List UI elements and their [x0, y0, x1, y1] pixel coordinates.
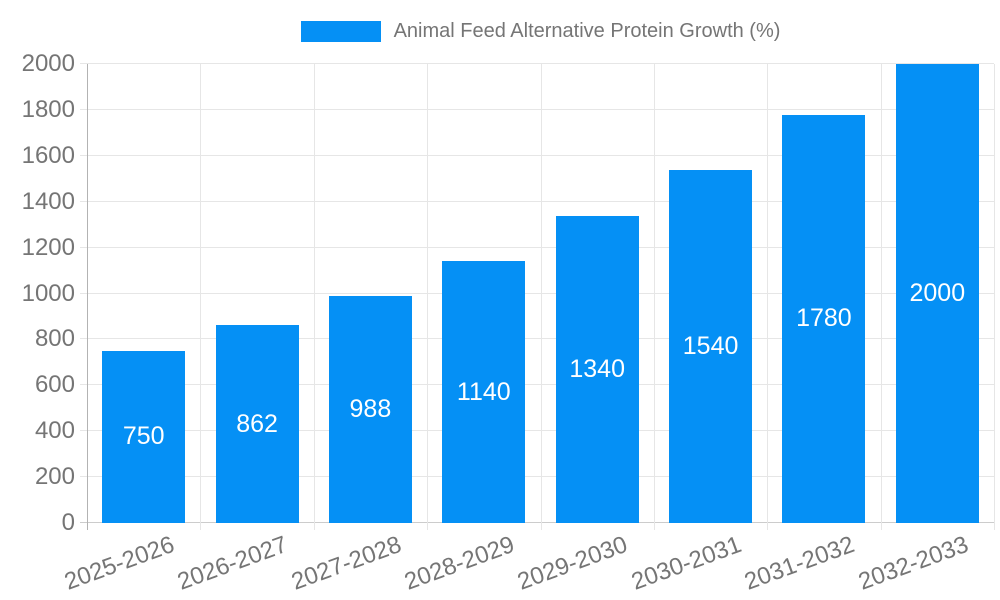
y-axis-label: 0: [61, 509, 75, 536]
bar-value-label: 1340: [569, 354, 625, 383]
gridline-v: [427, 64, 428, 530]
gridline-h: [80, 63, 994, 64]
gridline-v: [200, 64, 201, 530]
bar-2029-2030[interactable]: 1340: [555, 215, 639, 523]
bar-value-label: 862: [236, 409, 278, 438]
bar-2031-2032[interactable]: 1780: [782, 114, 866, 523]
x-axis-label: 2025-2026: [60, 531, 178, 596]
y-axis-label: 1400: [21, 188, 75, 215]
x-axis-label: 2030-2031: [627, 531, 745, 596]
y-axis-label: 1000: [21, 280, 75, 307]
y-axis-label: 800: [34, 325, 75, 352]
bar-value-label: 1540: [682, 331, 739, 360]
bar-2028-2029[interactable]: 1140: [442, 261, 526, 523]
y-axis-label: 2000: [21, 50, 75, 77]
bar-value-label: 988: [349, 395, 392, 424]
bar-2026-2027[interactable]: 862: [215, 325, 299, 523]
legend-label: Animal Feed Alternative Protein Growth (…: [393, 19, 781, 42]
x-axis-label: 2027-2028: [287, 531, 405, 596]
legend-swatch: [300, 20, 381, 42]
y-axis-line: [87, 64, 88, 530]
gridline-h: [80, 430, 994, 431]
y-axis-label: 400: [34, 417, 75, 444]
gridline-h: [80, 109, 994, 110]
bar-value-label: 1780: [796, 304, 852, 333]
gridline-v: [654, 64, 655, 530]
bar-value-label: 750: [122, 422, 165, 451]
y-axis-label: 1800: [21, 96, 75, 123]
bar-value-label: 2000: [909, 279, 966, 307]
gridline-h: [80, 384, 994, 385]
gridline-h: [80, 338, 994, 339]
chart-legend[interactable]: Animal Feed Alternative Protein Growth (…: [87, 18, 994, 44]
gridline-v: [881, 64, 882, 530]
bar-2032-2033[interactable]: 2000: [895, 64, 979, 523]
x-axis-line: [80, 522, 994, 523]
gridline-h: [80, 476, 994, 477]
gridline-h: [80, 201, 994, 202]
y-axis-label: 600: [34, 371, 75, 398]
bar-2027-2028[interactable]: 988: [328, 296, 412, 523]
x-axis-label: 2032-2033: [854, 531, 972, 596]
y-axis-label: 1600: [21, 142, 75, 169]
gridline-h: [80, 155, 994, 156]
gridline-v: [314, 64, 315, 530]
bar-2025-2026[interactable]: 750: [102, 350, 186, 523]
gridline-v: [994, 64, 995, 530]
bar-value-label: 1140: [456, 377, 511, 406]
gridline-h: [80, 293, 994, 294]
gridline-v: [541, 64, 542, 530]
x-axis-label: 2028-2029: [400, 531, 519, 596]
gridline-v: [767, 64, 768, 530]
x-axis-label: 2026-2027: [174, 531, 292, 596]
x-axis-label: 2029-2030: [514, 531, 632, 596]
y-axis-label: 200: [34, 463, 75, 490]
x-axis-label: 2031-2032: [741, 531, 859, 596]
bar-2030-2031[interactable]: 1540: [669, 169, 753, 523]
y-axis-label: 1200: [21, 234, 75, 261]
gridline-h: [80, 247, 994, 248]
